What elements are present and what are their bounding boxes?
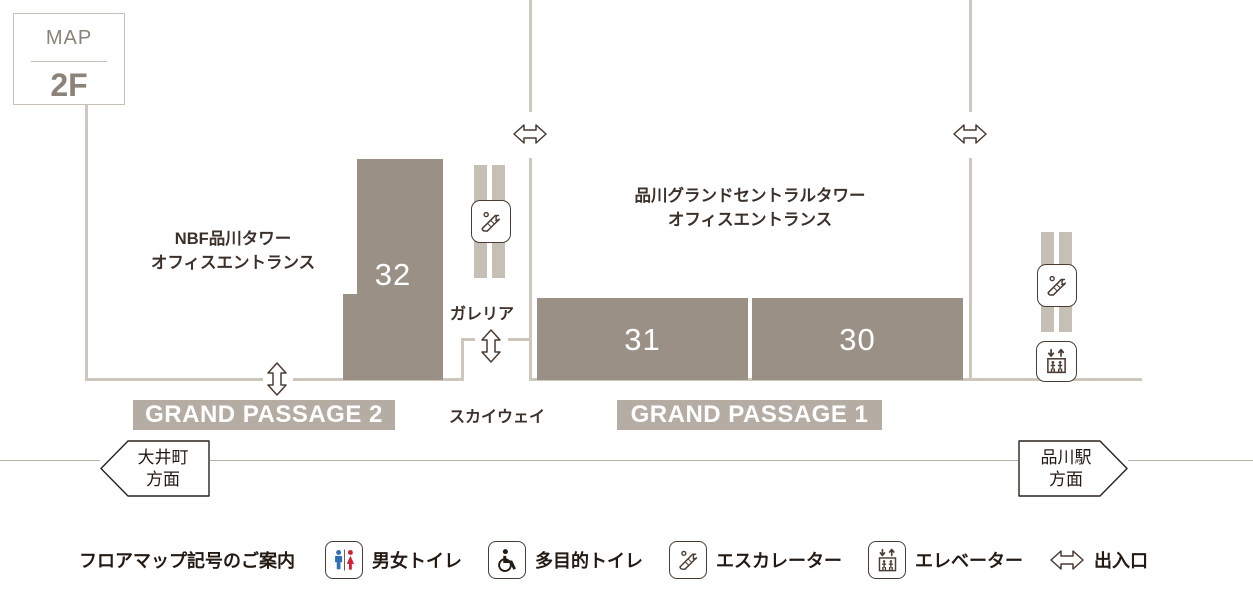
escalator-icon-right	[1037, 264, 1077, 307]
guide-line-center-top	[529, 0, 532, 112]
legend-item-entrance: 出入口	[1049, 546, 1148, 574]
elevator-icon	[1036, 341, 1077, 382]
entrance-glyph-horizontal	[513, 124, 547, 144]
wall-left	[85, 123, 88, 381]
escalator-glyph-legend	[678, 550, 697, 570]
legend-bar: フロアマップ記号のご案内 男女トイレ	[0, 530, 1253, 590]
area-label-gct-line1: 品川グランドセントラルタワー	[634, 187, 866, 205]
corridor-label-galleria: ガレリア	[450, 306, 515, 323]
restroom-icon	[325, 541, 363, 579]
entrance-icon-legend	[1049, 546, 1085, 574]
map-badge-divider	[31, 61, 107, 62]
entrance-icon-right-top	[953, 120, 987, 153]
wall-galleria-left	[461, 340, 464, 381]
direction-tab-oimachi-line1: 大井町	[137, 448, 189, 467]
legend-item-elevator: エレベーター	[868, 541, 1023, 579]
building-32-upper	[357, 159, 443, 296]
building-label-32: 32	[374, 257, 412, 292]
entrance-icon-galleria	[477, 329, 505, 368]
building-32-lower	[343, 294, 443, 380]
direction-tab-oimachi-line2: 方面	[146, 470, 180, 489]
area-label-gct-line2: オフィスエントランス	[667, 210, 833, 229]
corridor-label-skyway: スカイウェイ	[449, 409, 546, 426]
escalator-glyph	[481, 211, 501, 232]
direction-tab-shinagawa-station[interactable]: 品川駅 方面	[1018, 440, 1128, 497]
wall-galleria-right-tick	[508, 338, 529, 341]
passage-band-grand-passage-1: GRAND PASSAGE 1	[617, 400, 882, 430]
legend-title: フロアマップ記号のご案内	[79, 551, 295, 571]
map-badge-title: MAP	[45, 27, 93, 49]
wall-galleria-left-tick	[461, 338, 475, 341]
legend-item-accessible-restroom: 多目的トイレ	[488, 541, 643, 579]
guide-line-right-top	[969, 0, 972, 112]
entrance-icon-center-top	[513, 120, 547, 153]
legend-label-elevator: エレベーター	[915, 551, 1023, 571]
legend-item-escalator: エスカレーター	[669, 541, 842, 579]
elevator-glyph	[1047, 348, 1066, 374]
direction-tab-shinagawa-shape	[1018, 440, 1128, 497]
legend-label-entrance: 出入口	[1094, 551, 1148, 571]
legend-label-accessible-restroom: 多目的トイレ	[535, 551, 643, 571]
entrance-glyph-horizontal-right	[953, 124, 987, 144]
building-30	[752, 298, 963, 380]
direction-tab-oimachi[interactable]: 大井町 方面	[100, 440, 210, 497]
wall-bottom-left-a	[85, 378, 263, 381]
entrance-icon-bottom-left	[263, 362, 291, 401]
elevator-glyph-legend	[878, 548, 896, 571]
elevator-icon-legend	[868, 541, 906, 579]
area-label-grand-central-tower: 品川グランドセントラルタワー オフィスエントランス	[595, 185, 905, 233]
wheelchair-glyph	[497, 548, 516, 572]
wall-right	[969, 158, 972, 381]
restroom-glyph	[334, 549, 354, 571]
escalator-icon-legend	[669, 541, 707, 579]
map-badge-floor: 2F	[50, 67, 88, 103]
building-label-31: 31	[624, 322, 661, 357]
direction-tab-shinagawa-line2: 方面	[1049, 470, 1083, 489]
guide-line-badge-stem	[85, 105, 88, 125]
legend-label-restroom: 男女トイレ	[372, 551, 462, 571]
direction-tab-oimachi-shape	[100, 440, 210, 497]
corridor-centerline	[0, 460, 1253, 461]
legend-label-escalator: エスカレーター	[716, 551, 842, 571]
passage-band-grand-passage-2: GRAND PASSAGE 2	[133, 400, 395, 430]
area-label-nbf-line1: NBF品川タワー	[174, 230, 292, 248]
entrance-glyph-vertical-galleria	[481, 329, 501, 363]
wall-bottom-center	[529, 378, 972, 381]
legend-item-restroom: 男女トイレ	[325, 541, 462, 579]
area-label-nbf-line2: オフィスエントランス	[150, 253, 316, 272]
building-label-30: 30	[839, 322, 876, 357]
wall-center	[529, 158, 532, 381]
entrance-glyph-vertical-left	[267, 362, 287, 396]
map-floor-badge: MAP 2F	[13, 13, 125, 105]
entrance-glyph-legend	[1050, 550, 1084, 570]
direction-tab-shinagawa-line1: 品川駅	[1040, 448, 1092, 467]
building-31	[537, 298, 748, 380]
accessible-restroom-icon	[488, 541, 526, 579]
escalator-icon	[471, 200, 511, 243]
area-label-nbf-tower: NBF品川タワー オフィスエントランス	[123, 228, 343, 276]
escalator-glyph-right	[1047, 275, 1067, 296]
